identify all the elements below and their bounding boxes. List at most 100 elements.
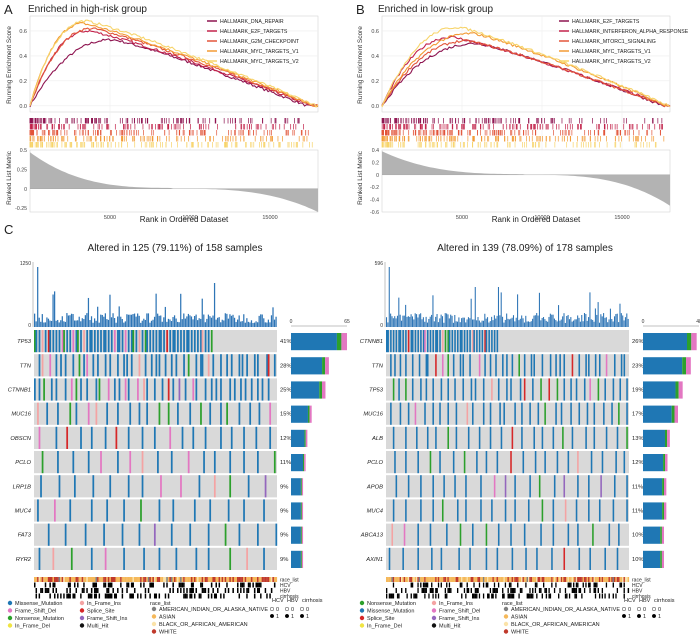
clinical-cell (112, 577, 115, 582)
tmb-bar (470, 298, 472, 327)
mutation-cell (603, 402, 605, 425)
tmb-bar (246, 318, 248, 327)
panel-label-c: C (4, 222, 13, 237)
clinical-cell (441, 593, 444, 599)
clinical-cell (238, 588, 241, 593)
mutation-cell (87, 451, 90, 474)
mutation-legend-dot (7, 608, 13, 613)
clinical-cell (166, 577, 168, 582)
mutation-legend-dot (79, 615, 85, 621)
tmb-bar (585, 313, 587, 327)
mutation-cell (604, 378, 606, 401)
clinical-cell (172, 588, 175, 593)
x-tick-label: 15000 (614, 215, 629, 221)
mutation-cell (478, 354, 481, 377)
mutation-cell (38, 378, 41, 401)
tmb-bar (424, 321, 426, 327)
tmb-bar (152, 319, 154, 327)
clinical-cell (426, 593, 429, 599)
freq-bar-nonsense (303, 454, 305, 472)
clinical-cell (585, 593, 587, 599)
tmb-bar (405, 304, 407, 327)
mutation-cell (107, 330, 110, 353)
mutation-cell (212, 354, 215, 377)
mutation-cell (594, 354, 597, 377)
gene-row-bg (386, 402, 629, 425)
clinical-cell (72, 588, 75, 593)
mutation-cell (146, 330, 149, 353)
clinical-cell (499, 588, 501, 593)
clinical-cell (398, 577, 400, 582)
clinical-cell (407, 588, 410, 593)
mutation-cell (229, 378, 232, 401)
gene-pct: 19% (632, 388, 644, 394)
gene-name: CTNNB1 (360, 339, 383, 345)
mutation-cell (38, 426, 41, 449)
mutation-cell (405, 426, 407, 449)
clinical-cell (566, 593, 568, 599)
clinical-cell (504, 582, 507, 588)
clinical-cell (418, 577, 421, 582)
clinical-cell (137, 577, 139, 582)
clinical-cell (58, 588, 61, 593)
tmb-bar (144, 319, 146, 327)
tmb-bar (548, 316, 550, 327)
clinical-cell (112, 582, 115, 588)
clinical-cell (519, 588, 522, 593)
clinical-cell (517, 588, 519, 593)
clinical-cell (170, 593, 173, 599)
clinical-cell (195, 577, 198, 582)
clinical-cell (75, 593, 78, 599)
mutation-cell (435, 330, 437, 353)
mutation-cell (153, 523, 156, 546)
clinical-cell (448, 588, 451, 593)
clinical-cell (440, 577, 443, 582)
tmb-bar (551, 314, 553, 327)
clinical-cell (118, 593, 121, 599)
clinical-cell (237, 588, 239, 593)
clinical-cell (173, 588, 176, 593)
gene-name: MUC4 (15, 509, 31, 515)
mutation-cell (177, 402, 179, 425)
clinical-cell (87, 593, 90, 599)
clinical-cell (141, 582, 144, 588)
clinical-cell (167, 588, 170, 593)
tmb-bar (589, 292, 591, 327)
mutation-cell (257, 354, 259, 377)
clinical-cell (55, 588, 58, 593)
tmb-bar (64, 321, 66, 327)
clinical-cell (470, 588, 473, 593)
clinical-cell (611, 582, 613, 588)
tmb-bar (553, 318, 555, 327)
clinical-cell (462, 577, 464, 582)
clinical-cell (269, 593, 271, 599)
gsea-ylabel: Running Enrichment Score (357, 26, 364, 104)
mutation-cell (469, 547, 471, 570)
mutation-cell (521, 402, 523, 425)
clinical-cell (579, 582, 582, 588)
binary-legend-label: 1 (658, 614, 661, 620)
clinical-cell (406, 577, 408, 582)
mutation-cell (69, 499, 72, 522)
tmb-bar (485, 318, 487, 327)
tmb-bar (426, 322, 429, 327)
freq-bar-missense (291, 550, 301, 568)
clinical-cell (132, 593, 135, 599)
clinical-cell (190, 588, 193, 593)
clinical-cell (275, 593, 278, 599)
clinical-cell (431, 588, 433, 593)
clinical-cell (34, 577, 36, 582)
tmb-bar (87, 297, 90, 327)
mutation-cell (578, 547, 581, 570)
clinical-cell (238, 582, 241, 588)
tmb-bar (261, 314, 263, 327)
gsea-plot-b: 0.00.20.40.6HALLMARK_E2F_TARGETSHALLMARK… (370, 15, 689, 221)
clinical-cell (50, 588, 53, 593)
clinical-cell (560, 577, 563, 582)
clinical-cell (568, 588, 571, 593)
mutation-cell (261, 378, 264, 401)
clinical-cell (392, 588, 395, 593)
clinical-cell (386, 588, 388, 593)
clinical-cell (604, 588, 606, 593)
clinical-cell (532, 582, 534, 588)
